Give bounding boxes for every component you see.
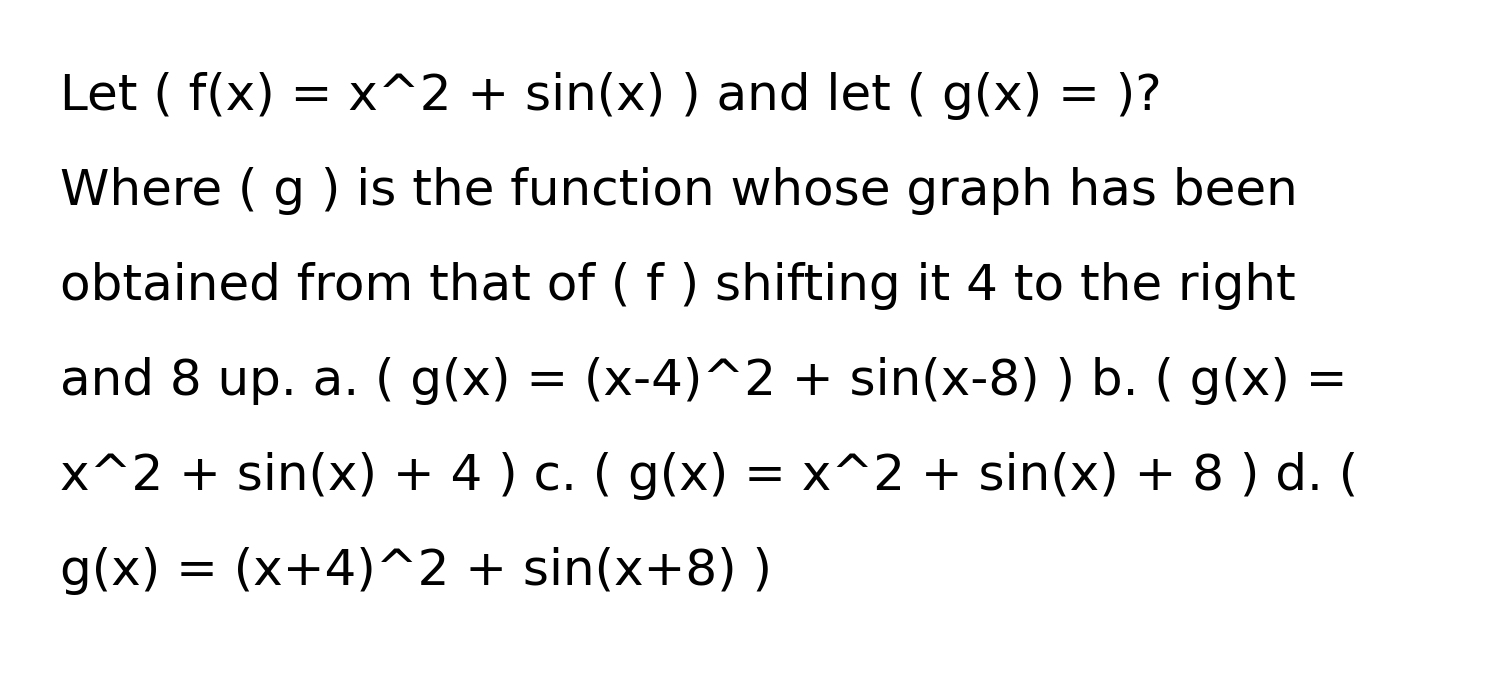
Text: obtained from that of ( f ) shifting it 4 to the right: obtained from that of ( f ) shifting it … (60, 262, 1296, 310)
Text: x^2 + sin(x) + 4 ) c. ( g(x) = x^2 + sin(x) + 8 ) d. (: x^2 + sin(x) + 4 ) c. ( g(x) = x^2 + sin… (60, 452, 1358, 500)
Text: Let ( f(x) = x^2 + sin(x) ) and let ( g(x) = )?: Let ( f(x) = x^2 + sin(x) ) and let ( g(… (60, 72, 1161, 120)
Text: g(x) = (x+4)^2 + sin(x+8) ): g(x) = (x+4)^2 + sin(x+8) ) (60, 547, 772, 595)
Text: Where ( g ) is the function whose graph has been: Where ( g ) is the function whose graph … (60, 167, 1298, 215)
Text: and 8 up. a. ( g(x) = (x-4)^2 + sin(x-8) ) b. ( g(x) =: and 8 up. a. ( g(x) = (x-4)^2 + sin(x-8)… (60, 357, 1347, 405)
